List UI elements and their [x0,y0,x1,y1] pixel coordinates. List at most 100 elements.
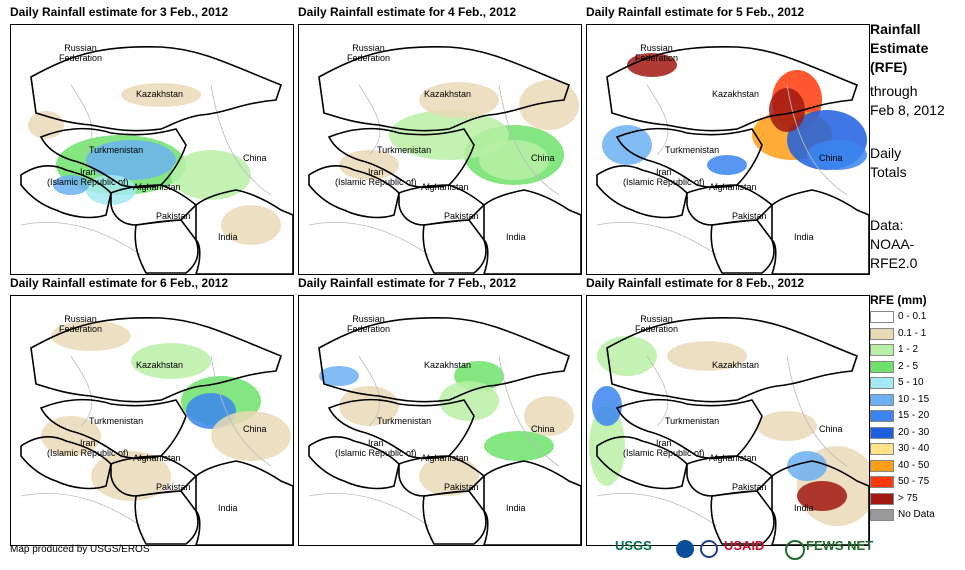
legend-label: 0.1 - 1 [898,327,927,339]
country-border [30,45,282,132]
sidebar-totals: Daily Totals [870,145,907,180]
legend-row: 5 - 10 [870,375,960,391]
map-label-kazakhstan: Kazakhstan [424,360,472,370]
admin-boundaries [20,355,272,527]
country-border [134,219,199,274]
legend-swatch [870,443,894,455]
legend-label: 0 - 0.1 [898,311,927,322]
map-label-afghanistan: Afghanistan [421,453,469,463]
legend-row: 0 - 0.1 [870,309,960,325]
sidebar-through: through Feb 8, 2012 [870,83,945,118]
rainfall-patch [707,155,747,175]
map-canvas [308,316,581,545]
legend-label: 2 - 5 [898,360,919,372]
rainfall-map-2: Russian Federation Kazakhstan Turkmenistan… [298,24,582,275]
map-label-turkmenistan: Turkmenistan [377,145,432,155]
rainfall-patch [807,140,867,170]
country-border [596,436,688,490]
country-border [318,45,570,132]
map-canvas [589,316,869,545]
rainfall-patch [439,381,499,421]
usaid-logo: USAID [724,538,765,553]
map-label-china: China [531,153,555,163]
map-label-turkmenistan: Turkmenistan [665,145,720,155]
country-border [134,490,199,545]
map-label-afghanistan: Afghanistan [133,453,181,463]
legend-swatch [870,426,894,439]
map-label-kazakhstan: Kazakhstan [712,89,760,99]
map-canvas [596,45,869,274]
map-label-russia: Russian Federation [347,314,391,334]
legend-row: > 75 [870,491,960,507]
map-label-russia: Russian Federation [59,314,103,334]
map-label-pakistan: Pakistan [156,211,191,221]
map-label-iran: Iran (Islamic Republic of) [623,167,705,187]
map-label-india: India [218,232,238,242]
map-label-iran: Iran (Islamic Republic of) [47,438,129,458]
rainfall-patch [211,411,291,461]
rainfall-patch [592,386,622,426]
country-border [422,490,487,545]
country-border [39,398,187,460]
map-label-india: India [794,503,814,513]
rainfall-patch [51,321,131,351]
legend-row: 40 - 50 [870,458,960,474]
country-border [20,436,112,490]
map-label-turkmenistan: Turkmenistan [377,416,432,426]
map-label-china: China [243,424,267,434]
map-label-afghanistan: Afghanistan [133,182,181,192]
legend-row: 30 - 40 [870,441,960,457]
country-border [20,165,112,219]
rainfall-patch [787,451,827,481]
legend-swatch [870,377,894,389]
map-label-afghanistan: Afghanistan [421,182,469,192]
rainfall-patch [602,125,652,165]
rainfall-patch [519,80,579,130]
rainfall-patch [484,431,554,461]
fews-icon [785,540,805,560]
rainfall-patch [524,396,574,436]
admin-boundaries [596,355,848,527]
noaa-logo [676,540,694,558]
legend-swatch [870,344,894,356]
map-label-afghanistan: Afghanistan [709,453,757,463]
rainfall-map-3: Russian Federation Kazakhstan Turkmenistan… [586,24,870,275]
map-label-india: India [794,232,814,242]
rainfall-patch [419,456,479,496]
country-border [422,219,487,274]
rainfall-patch [86,140,176,180]
sidebar-title: Rainfall Estimate (RFE) [870,21,929,75]
rainfall-patch [667,341,747,371]
legend-swatch [870,410,894,422]
map-label-kazakhstan: Kazakhstan [136,89,184,99]
country-border [771,460,869,545]
rainfall-patch [389,110,509,160]
legend-label: 5 - 10 [898,377,924,388]
rainfall-patch [171,150,251,200]
legend-label: No Data [898,509,935,520]
legend-row: 10 - 15 [870,392,960,408]
legend-row: 2 - 5 [870,359,960,375]
legend-swatch [870,311,894,323]
country-border [30,316,282,403]
map-label-turkmenistan: Turkmenistan [89,145,144,155]
country-border [195,460,293,545]
legend-label: 20 - 30 [898,426,930,438]
rainfall-patch [419,82,499,118]
legend-swatch [870,393,894,406]
country-border [195,189,293,274]
rainfall-map-1: Russian Federation Kazakhstan Turkmenistan… [10,24,294,275]
panel-title-5: Daily Rainfall estimate for 7 Feb., 2012 [298,276,517,290]
rainfall-patch [53,175,89,195]
rainfall-patch [319,366,359,386]
map-label-china: China [819,424,843,434]
legend-title: RFE (mm) [870,293,927,307]
rainfall-patch [41,416,101,456]
map-label-russia: Russian Federation [59,43,103,63]
rainfall-patch [339,386,399,426]
rainfall-map-4: Russian Federation Kazakhstan Turkmenistan… [10,295,294,546]
panel-title-2: Daily Rainfall estimate for 4 Feb., 2012 [298,5,517,19]
legend-label: 50 - 75 [898,476,930,487]
legend-swatch [870,509,894,521]
rainfall-patch [589,406,625,486]
